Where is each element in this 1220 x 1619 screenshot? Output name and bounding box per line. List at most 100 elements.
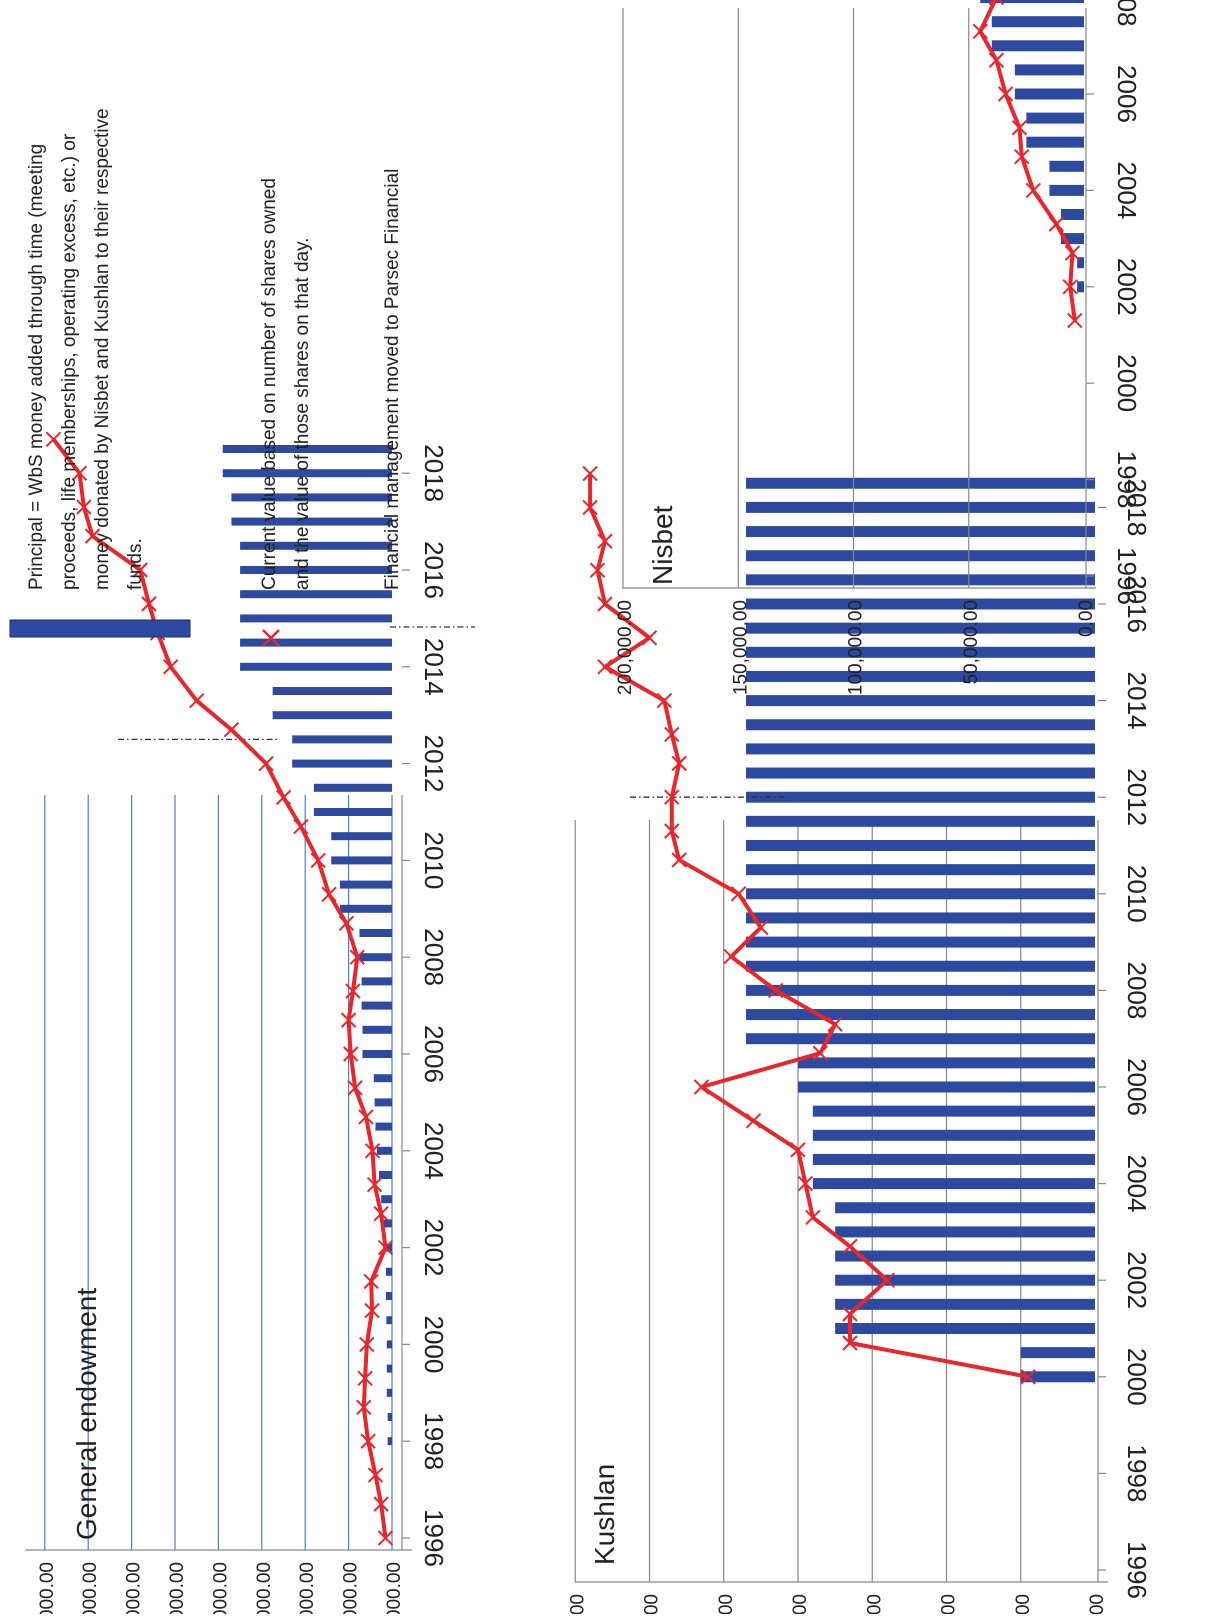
point-stroke	[597, 596, 613, 612]
point-stroke	[132, 562, 148, 578]
point-stroke	[345, 983, 361, 999]
point	[366, 1176, 383, 1193]
point	[321, 886, 337, 902]
bar	[231, 493, 392, 502]
x-tick-label: 2004	[1122, 1155, 1152, 1213]
point-stroke	[377, 1530, 394, 1546]
point	[879, 1272, 895, 1288]
point-stroke	[364, 1143, 381, 1159]
bar	[798, 1081, 1095, 1093]
point-stroke	[582, 499, 598, 516]
y-tick-label: 150,000.00	[864, 1594, 885, 1614]
point-stroke	[84, 528, 101, 544]
bar	[374, 1098, 392, 1107]
point-stroke	[972, 23, 988, 40]
point	[367, 1467, 384, 1483]
bar	[1060, 209, 1084, 220]
point	[805, 1209, 821, 1226]
point	[842, 1306, 858, 1322]
point-stroke	[745, 1113, 762, 1129]
bar	[240, 566, 392, 574]
point-stroke	[359, 1336, 375, 1353]
x-tick-label: 2006	[419, 1025, 449, 1083]
point-stroke	[641, 630, 658, 646]
bar	[835, 1274, 1095, 1286]
bar	[386, 1316, 392, 1325]
x-tick-label: 2018	[419, 444, 449, 502]
bar	[835, 1250, 1095, 1262]
bar	[746, 767, 1095, 779]
y-tick-label: 350,000.00	[254, 1562, 275, 1614]
point-stroke	[656, 692, 673, 709]
bar	[339, 880, 392, 889]
point-stroke	[1062, 279, 1078, 295]
point-stroke	[321, 886, 337, 902]
bar	[812, 1129, 1095, 1141]
point-stroke	[357, 1370, 373, 1386]
bar	[812, 1153, 1095, 1165]
point	[664, 726, 680, 743]
point	[988, 0, 1005, 6]
point-stroke	[358, 1109, 374, 1125]
point-stroke	[45, 431, 62, 448]
bar	[746, 598, 1095, 610]
bar	[222, 445, 392, 453]
y-tick-label: 0.00	[1087, 1594, 1108, 1614]
point	[1062, 279, 1078, 295]
bar	[375, 1122, 392, 1131]
bar	[746, 936, 1095, 948]
point	[188, 692, 205, 709]
point-stroke	[812, 1045, 828, 1061]
point	[597, 533, 613, 549]
point-stroke	[347, 1080, 363, 1096]
y-tick-label: 550,000.00	[167, 1562, 188, 1614]
point	[730, 886, 747, 902]
point	[360, 1433, 376, 1449]
bar	[798, 1057, 1095, 1069]
x-tick-label: 2018	[1122, 478, 1152, 536]
bar	[313, 783, 392, 792]
point-stroke	[363, 1273, 379, 1290]
point-stroke	[310, 852, 326, 869]
x-tick-label: 2002	[1112, 258, 1142, 316]
bar	[1014, 64, 1084, 76]
bar	[1026, 136, 1084, 148]
point-stroke	[753, 919, 769, 936]
point-stroke	[997, 86, 1014, 102]
point	[1025, 182, 1041, 199]
point-stroke	[1067, 312, 1083, 329]
point	[377, 1530, 394, 1546]
legend-principal-swatch	[9, 619, 191, 638]
x-tick-label: 2000	[1122, 1348, 1152, 1406]
bar	[382, 1219, 392, 1228]
point-stroke	[693, 1079, 710, 1095]
point-stroke	[664, 823, 680, 839]
bar	[386, 1364, 392, 1373]
point-stroke	[356, 1399, 372, 1416]
point-stroke	[730, 886, 747, 902]
bar	[359, 929, 392, 937]
bar	[386, 1340, 392, 1349]
bar	[812, 1178, 1095, 1190]
y-tick-label: 750,000.00	[80, 1562, 101, 1614]
point	[641, 630, 658, 646]
point	[223, 722, 240, 738]
bar	[1014, 88, 1084, 100]
point	[1014, 148, 1030, 165]
point-stroke	[597, 533, 613, 549]
point	[656, 692, 673, 709]
point	[790, 1142, 806, 1158]
point	[356, 1399, 372, 1416]
bar	[362, 1050, 392, 1058]
x-tick-label: 2002	[1122, 1251, 1152, 1309]
y-tick-label: 850,000.00	[37, 1562, 58, 1614]
point	[797, 1175, 814, 1192]
bar	[339, 904, 392, 913]
bar	[746, 912, 1095, 924]
y-tick-label: 450,000.00	[210, 1562, 231, 1614]
bar	[746, 695, 1095, 707]
point	[671, 852, 687, 868]
point	[842, 1335, 858, 1351]
legend-text-line: Current value based on number of shares …	[259, 178, 280, 590]
